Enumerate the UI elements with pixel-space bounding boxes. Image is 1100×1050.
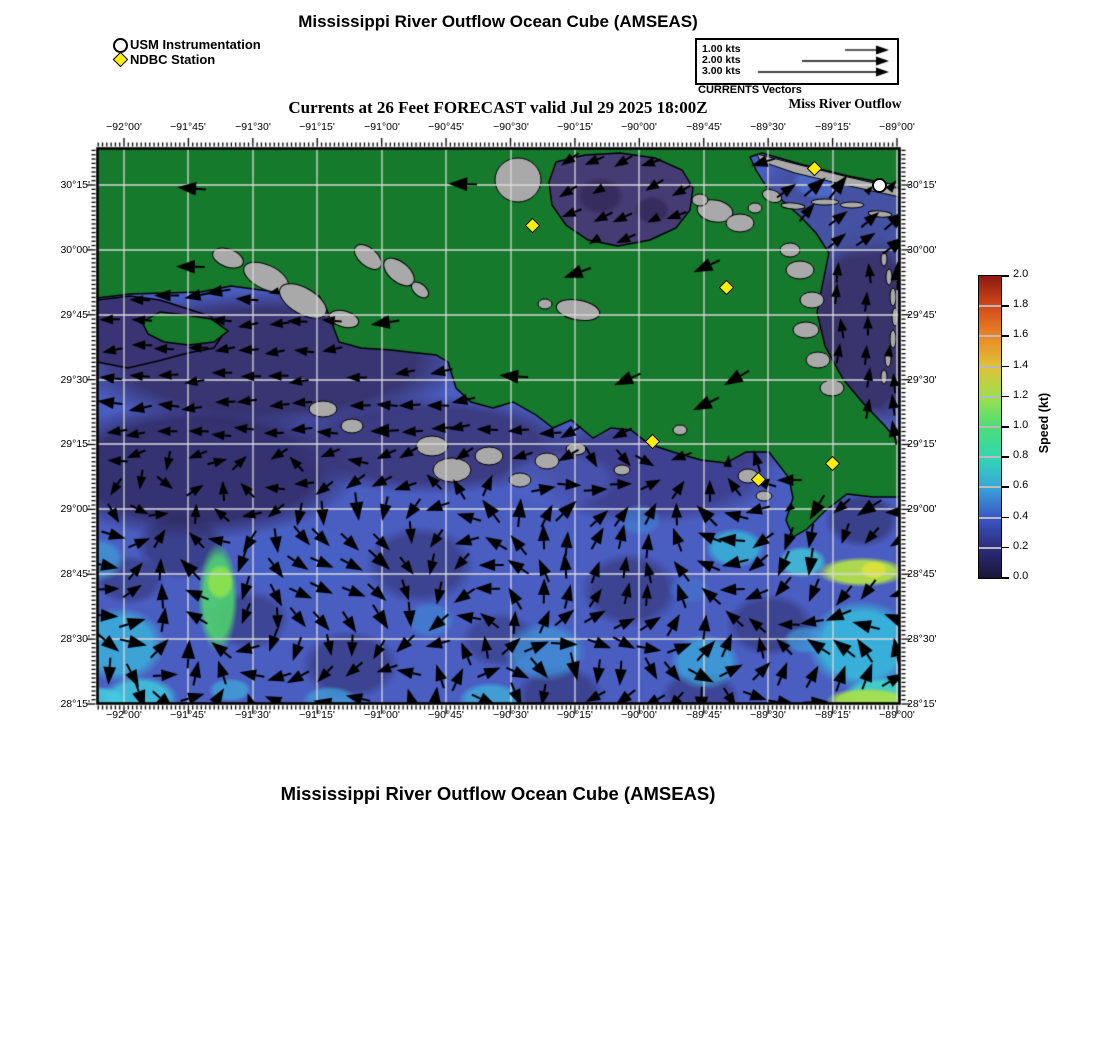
- x-tick-label: −89°30': [750, 121, 786, 133]
- colorbar-segment-line: [979, 516, 1001, 519]
- y-tick-label: 29°15': [907, 438, 937, 450]
- page-title: Mississippi River Outflow Ocean Cube (AM…: [298, 12, 698, 31]
- colorbar-tick: [1002, 365, 1009, 368]
- colorbar-tick: [1002, 395, 1009, 398]
- y-tick-label: 29°00': [907, 503, 937, 515]
- vector-scale-2kt-label: 2.00 kts: [702, 54, 741, 66]
- x-tick-label: −89°45': [686, 709, 722, 721]
- colorbar-tick: [1002, 456, 1009, 458]
- x-tick-label: −91°45': [170, 709, 206, 721]
- x-tick-label: −90°00': [621, 709, 657, 721]
- y-tick-label: 30°15': [907, 179, 937, 191]
- colorbar-tick-label: 0.8: [1013, 449, 1029, 462]
- colorbar-tick: [1002, 335, 1009, 337]
- x-tick-label: −92°00': [106, 709, 142, 721]
- colorbar-segment-line: [979, 365, 1001, 368]
- colorbar-tick-label: 0.0: [1013, 570, 1029, 582]
- colorbar-tick-label: 0.6: [1013, 479, 1029, 492]
- x-tick-label: −89°00': [879, 121, 915, 133]
- x-tick-label: −90°30': [493, 709, 529, 721]
- x-tick-label: −91°15': [299, 121, 335, 133]
- footer-title: Mississippi River Outflow Ocean Cube (AM…: [280, 783, 716, 804]
- colorbar-tick: [1002, 305, 1009, 307]
- y-tick-label: 30°00': [907, 244, 937, 256]
- colorbar-segment-line: [979, 426, 1001, 428]
- x-tick-label: −89°00': [879, 709, 915, 721]
- x-tick-label: −89°15': [815, 709, 851, 721]
- colorbar-tick-label: 2.0: [1013, 268, 1029, 280]
- usm-station-marker: [872, 178, 887, 193]
- x-tick-label: −89°30': [750, 709, 786, 721]
- x-tick-label: −89°15': [815, 121, 851, 133]
- x-tick-label: −91°30': [235, 121, 271, 133]
- vector-scale-3kt-label: 3.00 kts: [702, 65, 741, 77]
- x-tick-label: −92°00': [106, 121, 142, 133]
- currents-map-canvas: [0, 0, 1100, 760]
- y-tick-label: 29°30': [60, 374, 90, 386]
- y-tick-label: 28°30': [907, 633, 937, 645]
- colorbar-tick-label: 1.2: [1013, 388, 1029, 401]
- x-tick-label: −91°00': [364, 709, 400, 721]
- y-tick-label: 28°45': [907, 568, 937, 580]
- y-tick-label: 28°15': [907, 698, 937, 710]
- colorbar-segment-line: [979, 335, 1001, 338]
- colorbar-tick-label: 1.8: [1013, 298, 1029, 311]
- x-tick-label: −91°45': [170, 121, 206, 133]
- x-tick-label: −90°45': [428, 709, 464, 721]
- vector-scale-box: 1.00 kts 2.00 kts 3.00 kts: [695, 38, 899, 85]
- colorbar-tick: [1002, 275, 1009, 277]
- x-tick-label: −90°00': [621, 121, 657, 133]
- y-tick-label: 29°45': [907, 309, 937, 321]
- speed-colorbar: [978, 275, 1002, 579]
- x-tick-label: −90°15': [557, 121, 593, 133]
- y-tick-label: 28°30': [60, 633, 90, 645]
- y-tick-label: 28°15': [60, 698, 90, 710]
- y-tick-label: 30°15': [60, 179, 90, 191]
- colorbar-tick: [1002, 426, 1009, 428]
- colorbar-segment-line: [979, 546, 1001, 549]
- colorbar-tick: [1002, 577, 1009, 579]
- colorbar-segment-line: [979, 305, 1001, 308]
- x-tick-label: −91°30': [235, 709, 271, 721]
- colorbar-tick: [1002, 516, 1009, 519]
- x-tick-label: −90°30': [493, 121, 529, 133]
- region-label: Miss River Outflow: [788, 96, 902, 111]
- colorbar-tick-label: 1.0: [1013, 419, 1029, 431]
- colorbar-tick-label: 0.2: [1013, 539, 1029, 552]
- y-tick-label: 29°45': [60, 309, 90, 321]
- y-tick-label: 29°30': [907, 374, 937, 386]
- map-subtitle: Currents at 26 Feet FORECAST valid Jul 2…: [288, 98, 708, 117]
- ndbc-legend-label: NDBC Station: [130, 52, 216, 67]
- y-tick-label: 28°45': [60, 568, 90, 580]
- colorbar-segment-line: [979, 456, 1001, 459]
- colorbar-tick-label: 1.4: [1013, 358, 1029, 371]
- colorbar-segment-line: [979, 486, 1001, 489]
- colorbar-tick: [1002, 486, 1009, 488]
- x-tick-label: −89°45': [686, 121, 722, 133]
- currents-vectors-caption: CURRENTS Vectors: [698, 84, 802, 96]
- vector-scale-1kt-label: 1.00 kts: [702, 43, 741, 55]
- x-tick-label: −90°45': [428, 121, 464, 133]
- x-tick-label: −90°15': [557, 709, 593, 721]
- colorbar-tick-label: 0.4: [1013, 509, 1029, 522]
- colorbar-tick: [1002, 546, 1009, 549]
- usm-legend-label: USM Instrumentation: [130, 37, 261, 52]
- x-tick-label: −91°15': [299, 709, 335, 721]
- y-tick-label: 29°00': [60, 503, 90, 515]
- colorbar-tick-label: 1.6: [1013, 328, 1029, 341]
- colorbar-segment-line: [979, 395, 1001, 398]
- y-tick-label: 29°15': [60, 438, 90, 450]
- y-tick-label: 30°00': [60, 244, 90, 256]
- x-tick-label: −91°00': [364, 121, 400, 133]
- speed-colorbar-label: Speed (kt): [1037, 392, 1051, 454]
